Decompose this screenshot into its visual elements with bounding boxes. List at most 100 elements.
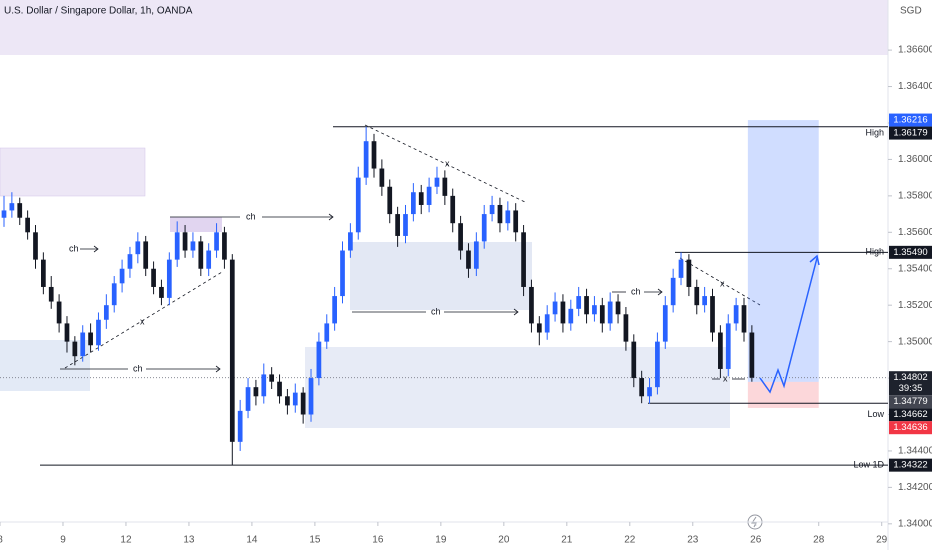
annotation: ch bbox=[69, 243, 79, 253]
candle-body bbox=[253, 387, 259, 397]
candle-body bbox=[182, 232, 188, 251]
candle-body bbox=[340, 250, 345, 297]
candle-body bbox=[103, 305, 109, 320]
candle-body bbox=[324, 323, 330, 342]
candle-body bbox=[25, 217, 30, 233]
candle-body bbox=[411, 192, 416, 215]
candle-body bbox=[111, 283, 117, 306]
y-tick-label: 1.34000 bbox=[898, 518, 932, 529]
candle-body bbox=[670, 277, 676, 306]
candle-body bbox=[678, 259, 684, 278]
x-tick-label: 19 bbox=[435, 535, 447, 546]
candle-body bbox=[702, 296, 707, 306]
candle-body bbox=[710, 296, 715, 333]
candle-body bbox=[639, 378, 645, 397]
x-tick-label: 23 bbox=[687, 535, 699, 546]
candle-body bbox=[206, 250, 212, 269]
candle-body bbox=[33, 232, 38, 260]
candle-body bbox=[237, 410, 243, 442]
candle-body bbox=[1, 210, 7, 218]
candle-body bbox=[190, 241, 196, 251]
price-label-box bbox=[889, 371, 932, 396]
candle-body bbox=[308, 378, 314, 415]
x-tick-label: 28 bbox=[813, 535, 825, 546]
candle-body bbox=[513, 210, 519, 233]
price-label-box bbox=[889, 113, 932, 127]
currency: SGD bbox=[900, 6, 922, 17]
candle-body bbox=[442, 177, 448, 196]
candle-body bbox=[363, 141, 369, 178]
candle-body bbox=[214, 232, 219, 251]
candle-body bbox=[615, 301, 621, 315]
annotation: ch bbox=[246, 211, 256, 221]
candle-body bbox=[222, 232, 227, 260]
candle-body bbox=[119, 268, 125, 284]
price-label: 1.36179 bbox=[893, 128, 927, 139]
candle-body bbox=[269, 374, 275, 382]
candle-body bbox=[686, 259, 692, 287]
candle-body bbox=[662, 305, 668, 342]
price-label: 1.36216 bbox=[893, 115, 927, 126]
candle-body bbox=[592, 305, 597, 315]
candle-body bbox=[80, 332, 86, 357]
x-tick-label: 21 bbox=[561, 535, 573, 546]
y-tick-label: 1.36600 bbox=[898, 45, 932, 56]
x-tick-label: 14 bbox=[246, 535, 258, 546]
candle-body bbox=[379, 168, 385, 187]
chart-title: U.S. Dollar / Singapore Dollar, 1h, OAND… bbox=[4, 6, 193, 17]
y-tick-label: 1.35000 bbox=[898, 336, 932, 347]
candle-body bbox=[387, 186, 393, 215]
candle-body bbox=[497, 204, 503, 224]
candle-body bbox=[631, 341, 637, 379]
candle-body bbox=[725, 323, 731, 369]
price-label-box bbox=[889, 421, 932, 435]
x-tick-label: 20 bbox=[498, 535, 510, 546]
candle-body bbox=[505, 210, 511, 224]
y-tick-label: 1.35800 bbox=[898, 191, 932, 202]
candle-body bbox=[395, 214, 400, 236]
price-label-box bbox=[889, 408, 932, 422]
candle-body bbox=[568, 308, 574, 324]
candle-body bbox=[733, 305, 739, 324]
zone bbox=[0, 0, 888, 55]
candle-body bbox=[198, 241, 204, 269]
candle-body bbox=[418, 192, 424, 205]
price-tag: Low bbox=[867, 409, 884, 419]
candle-body bbox=[88, 332, 93, 346]
annotation: x bbox=[723, 373, 728, 383]
projection-head bbox=[809, 254, 820, 266]
candle-body bbox=[655, 341, 660, 388]
candle-body bbox=[458, 223, 463, 251]
price-label: 1.34802 bbox=[893, 372, 927, 383]
candle-body bbox=[576, 296, 582, 309]
x-tick-label: 8 bbox=[0, 535, 3, 546]
candle-body bbox=[607, 301, 613, 324]
candle-body bbox=[560, 301, 566, 324]
candle-body bbox=[552, 301, 558, 315]
price-label: 1.34322 bbox=[893, 460, 927, 471]
candle-body bbox=[72, 341, 78, 357]
candle-body bbox=[473, 241, 479, 269]
x-tick-label: 29 bbox=[876, 535, 888, 546]
candle-body bbox=[403, 214, 408, 236]
candle-body bbox=[17, 203, 23, 218]
arrowhead bbox=[328, 213, 334, 221]
y-tick-label: 1.35200 bbox=[898, 300, 932, 311]
candle-body bbox=[285, 396, 290, 406]
annotation: ch bbox=[431, 306, 441, 316]
y-tick-label: 1.36000 bbox=[898, 154, 932, 165]
y-tick-label: 1.34400 bbox=[898, 446, 932, 457]
annotation: x bbox=[720, 278, 725, 288]
annotation: ch bbox=[133, 363, 143, 373]
candle-body bbox=[450, 195, 456, 224]
annotation: x bbox=[140, 316, 145, 326]
countdown: 39:35 bbox=[899, 383, 923, 394]
candle-body bbox=[647, 387, 652, 397]
trendline bbox=[64, 271, 223, 369]
price-label: 1.35490 bbox=[893, 247, 927, 258]
x-tick-label: 9 bbox=[60, 535, 66, 546]
price-tag: Low 1D bbox=[853, 460, 884, 470]
candle-body bbox=[300, 392, 306, 415]
x-tick-label: 26 bbox=[750, 535, 762, 546]
